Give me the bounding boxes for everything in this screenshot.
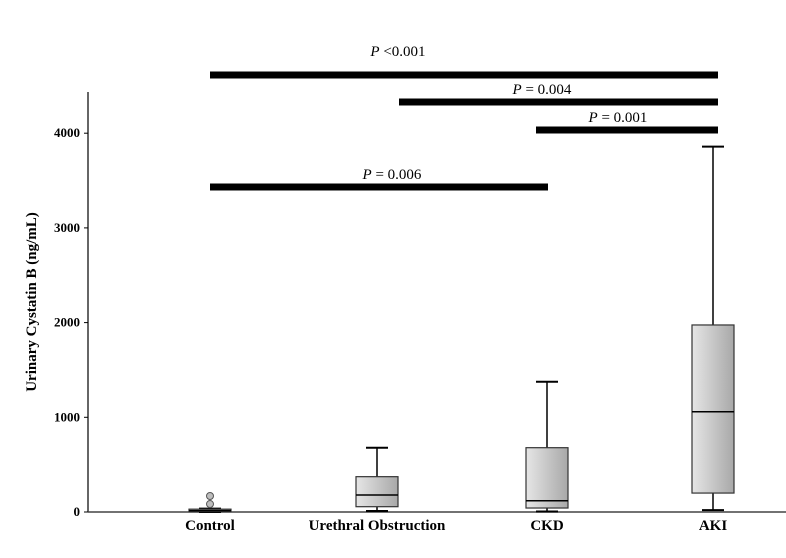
x-tick-label: Control xyxy=(185,518,235,534)
p-value: = 0.001 xyxy=(598,110,648,126)
iqr-box xyxy=(355,476,399,508)
p-value: <0.001 xyxy=(380,44,426,60)
p-value-label: P = 0.006 xyxy=(362,167,422,183)
p-symbol: P xyxy=(362,167,372,183)
p-value-label: P = 0.004 xyxy=(512,82,572,98)
iqr-box xyxy=(691,324,735,494)
significance-comparison: P <0.001 xyxy=(210,44,718,79)
significance-bar xyxy=(399,98,718,106)
p-value: = 0.004 xyxy=(522,82,572,98)
box-control xyxy=(188,491,232,513)
y-tick-label: 3000 xyxy=(54,220,80,235)
p-symbol: P xyxy=(588,110,598,126)
y-tick-label: 1000 xyxy=(54,409,80,424)
x-tick-label: Urethral Obstruction xyxy=(309,518,446,534)
iqr-box xyxy=(525,447,569,509)
y-tick-label: 2000 xyxy=(54,315,80,330)
box-ckd xyxy=(525,380,569,513)
y-tick-label: 0 xyxy=(74,504,81,519)
axes: 0 1000 2000 3000 4000 Control Urethral Obstruc… xyxy=(54,92,786,534)
p-value-label: P <0.001 xyxy=(369,44,425,60)
p-symbol: P xyxy=(512,82,522,98)
p-value-label: P = 0.001 xyxy=(588,110,648,126)
y-tick-label: 4000 xyxy=(54,125,80,140)
significance-comparison: P = 0.001 xyxy=(536,110,718,134)
y-axis-label: Urinary Cystatin B (ng/mL) xyxy=(24,212,40,392)
outlier-point xyxy=(206,491,214,500)
significance-comparison: P = 0.004 xyxy=(399,82,718,106)
p-value: = 0.006 xyxy=(372,167,422,183)
boxes xyxy=(188,145,735,513)
x-tick-label: AKI xyxy=(699,518,728,534)
significance-comparison: P = 0.006 xyxy=(210,167,548,191)
p-symbol: P xyxy=(369,44,379,60)
significance-bar xyxy=(536,126,718,134)
box-urethral-obstruction xyxy=(355,446,399,513)
box-aki xyxy=(691,145,735,512)
x-tick-label: CKD xyxy=(530,518,564,534)
outlier-point xyxy=(206,500,214,509)
significance-bar xyxy=(210,71,718,79)
significance-bar xyxy=(210,183,548,191)
